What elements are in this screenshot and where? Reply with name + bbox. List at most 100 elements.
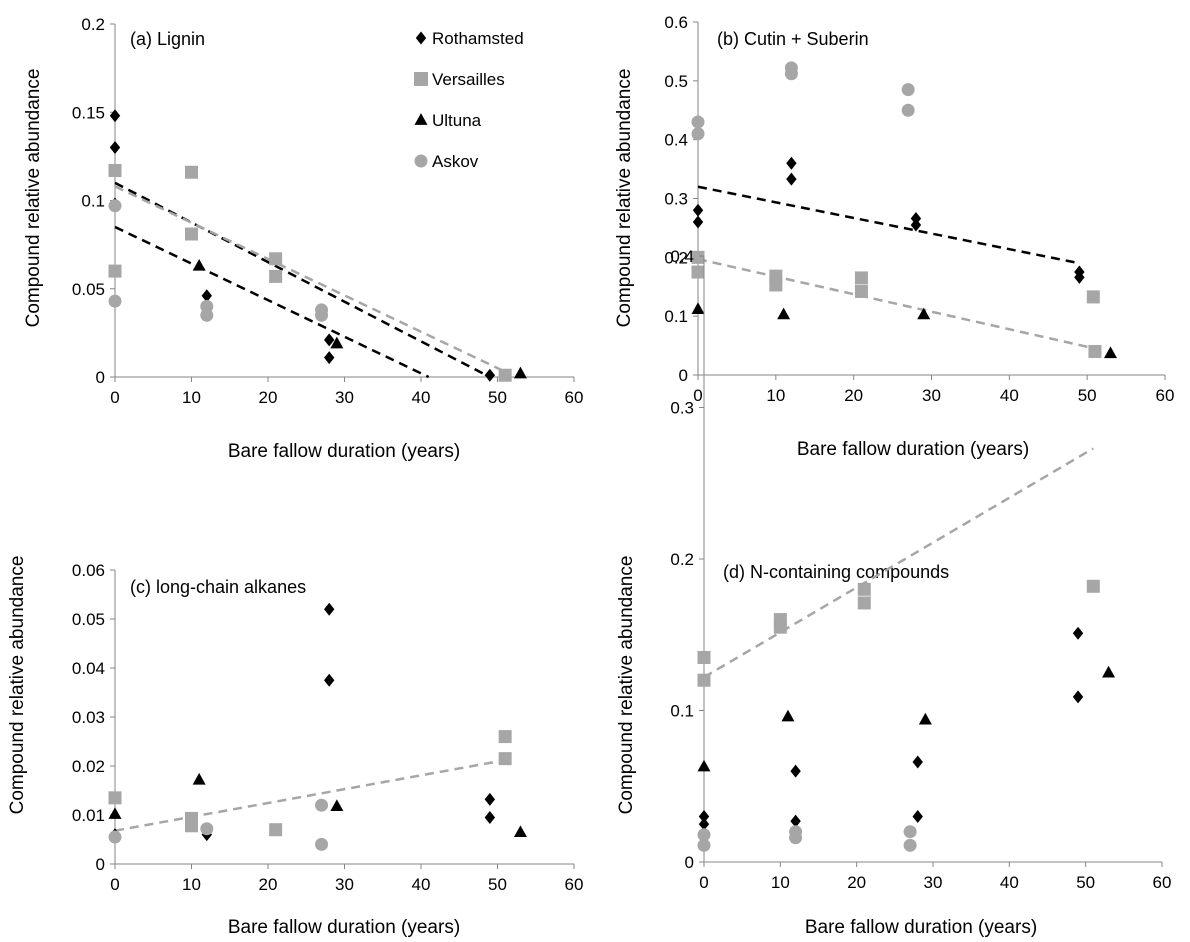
data-point: [1102, 665, 1116, 678]
series-askov: [697, 825, 917, 852]
y-tick-label: 0.3: [664, 190, 688, 209]
y-axis-label: Compound relative abundance: [23, 69, 44, 328]
data-point: [912, 755, 923, 769]
data-point: [786, 172, 797, 186]
data-point: [269, 269, 283, 283]
y-tick-label: 0.04: [72, 659, 105, 678]
panel-title: (d) N-containing compounds: [723, 562, 949, 582]
x-tick-label: 20: [259, 388, 278, 407]
legend-entry: Versailles: [414, 70, 505, 89]
legend-marker: [414, 72, 428, 86]
y-tick-label: 0.06: [72, 561, 105, 580]
panel-a: (a) Lignin Bare fallow duration (years) …: [23, 15, 583, 462]
data-point: [498, 730, 512, 744]
data-point: [912, 810, 923, 824]
data-point: [781, 709, 795, 722]
data-point: [691, 302, 705, 314]
panel-title: (b) Cutin + Suberin: [717, 29, 869, 49]
trendline: [114, 225, 430, 379]
x-tick-label: 60: [565, 388, 584, 407]
data-point: [692, 215, 704, 229]
data-point: [1086, 579, 1100, 593]
x-tick-label: 10: [182, 875, 201, 894]
data-point: [324, 333, 335, 347]
data-point: [513, 825, 527, 838]
x-tick-label: 0: [699, 873, 708, 892]
y-tick-label: 0.05: [72, 280, 105, 299]
x-tick-label: 30: [335, 875, 354, 894]
data-point: [330, 799, 344, 812]
data-point: [790, 764, 801, 778]
data-point: [185, 165, 198, 179]
data-point: [697, 828, 711, 842]
data-point: [857, 582, 871, 596]
legend-label: Askov: [432, 152, 479, 171]
legend-entry: Askov: [414, 152, 479, 171]
legend-entry: Ultuna: [414, 111, 482, 130]
series-rothamsted: [109, 602, 496, 842]
data-point: [513, 366, 527, 379]
trendline: [697, 185, 1080, 265]
x-tick-label: 50: [1076, 873, 1095, 892]
y-tick-label: 0.01: [72, 806, 105, 825]
data-point: [777, 307, 791, 320]
data-point: [854, 284, 868, 298]
trendline: [114, 758, 506, 832]
legend-marker: [414, 154, 428, 168]
data-point: [854, 271, 868, 285]
data-point: [698, 817, 710, 831]
x-tick-label: 20: [259, 875, 278, 894]
trendline: [703, 447, 1094, 679]
y-axis-label: Compound relative abundance: [616, 556, 637, 815]
data-point: [786, 156, 797, 170]
data-point: [324, 351, 335, 365]
data-point: [108, 163, 122, 177]
data-point: [1088, 344, 1102, 358]
trendline: [114, 185, 506, 373]
y-tick-label: 0.5: [664, 72, 688, 91]
series-askov: [108, 199, 329, 322]
data-point: [484, 792, 496, 806]
data-point: [109, 109, 121, 123]
x-tick-label: 30: [922, 386, 941, 405]
legend-marker: [415, 31, 427, 45]
data-point: [108, 199, 122, 213]
data-point: [901, 83, 915, 97]
data-point: [901, 103, 915, 117]
data-point: [324, 602, 335, 616]
x-tick-label: 0: [110, 388, 119, 407]
series-ultuna: [192, 258, 527, 379]
series-versailles: [108, 163, 512, 382]
legend-label: Versailles: [432, 70, 505, 89]
x-tick-label: 40: [1000, 386, 1019, 405]
data-point: [108, 791, 122, 805]
data-point: [697, 650, 711, 664]
y-tick-label: 0.4: [670, 247, 694, 266]
x-tick-label: 0: [110, 875, 119, 894]
data-point: [697, 759, 711, 772]
data-point: [269, 252, 283, 266]
y-tick-label: 0.1: [670, 702, 694, 721]
y-axis-label: Compound relative abundance: [614, 69, 635, 328]
panel-b: (b) Cutin + Suberin Bare fallow duration…: [614, 13, 1174, 460]
data-point: [200, 308, 214, 322]
data-point: [324, 673, 335, 687]
y-tick-label: 0: [96, 855, 105, 874]
y-tick-label: 0.2: [81, 15, 105, 34]
data-point: [498, 752, 512, 766]
x-tick-label: 50: [488, 875, 507, 894]
x-tick-label: 40: [412, 875, 431, 894]
x-tick-label: 20: [844, 386, 863, 405]
data-point: [315, 308, 329, 322]
y-tick-label: 0.6: [664, 13, 688, 32]
x-tick-label: 30: [924, 873, 943, 892]
data-point: [108, 264, 122, 278]
data-point: [108, 294, 122, 308]
y-tick-label: 0.1: [81, 192, 105, 211]
data-point: [315, 837, 329, 851]
series-rothamsted: [109, 109, 496, 382]
data-point: [769, 278, 783, 292]
panel-title: (c) long-chain alkanes: [130, 577, 306, 597]
data-point: [498, 368, 512, 382]
